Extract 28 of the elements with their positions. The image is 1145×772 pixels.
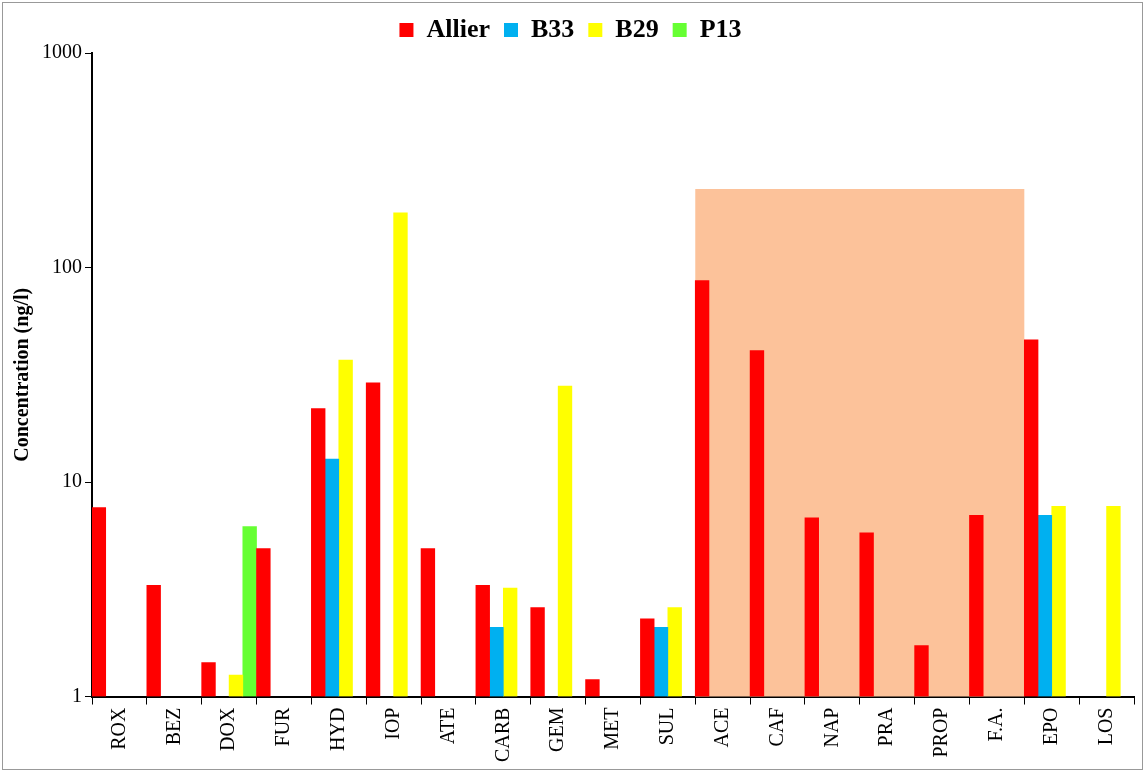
x-tick-label: GEM xyxy=(545,707,568,752)
y-axis-title: Concentration (ng/l) xyxy=(10,287,34,462)
x-tick-label: SUL xyxy=(655,707,678,746)
legend-label: B29 xyxy=(615,13,659,43)
x-tick-label: IOP xyxy=(380,707,403,740)
x-tick-label: PRA xyxy=(874,706,897,747)
x-tick-label: MET xyxy=(600,707,623,750)
x-tick-label: PROP xyxy=(929,707,952,758)
x-tick-label: FUR xyxy=(271,706,294,747)
legend-label: B33 xyxy=(530,13,575,43)
y-tick-label: 10 xyxy=(62,469,82,492)
legend-label: Allier xyxy=(426,13,490,43)
y-tick-label: 1000 xyxy=(42,40,82,63)
x-tick-label: CAF xyxy=(764,707,787,747)
y-tick-label: 100 xyxy=(52,254,82,277)
x-tick-label: ROX xyxy=(106,706,129,750)
x-tick-label: LOS xyxy=(1093,707,1116,746)
y-tick-label: 1 xyxy=(72,683,82,706)
x-tick-label: F.A. xyxy=(984,707,1007,742)
x-tick-label: ATE xyxy=(435,707,458,745)
x-tick-label: BEZ xyxy=(161,707,184,746)
x-tick-label: EPO xyxy=(1038,707,1061,746)
x-tick-label: NAP xyxy=(819,707,842,748)
legend-label: P13 xyxy=(699,13,742,43)
x-tick-label: HYD xyxy=(326,707,349,751)
x-tick-label: DOX xyxy=(216,706,239,751)
x-tick-label: ACE xyxy=(709,707,732,748)
x-tick-label: CARB xyxy=(490,707,513,763)
